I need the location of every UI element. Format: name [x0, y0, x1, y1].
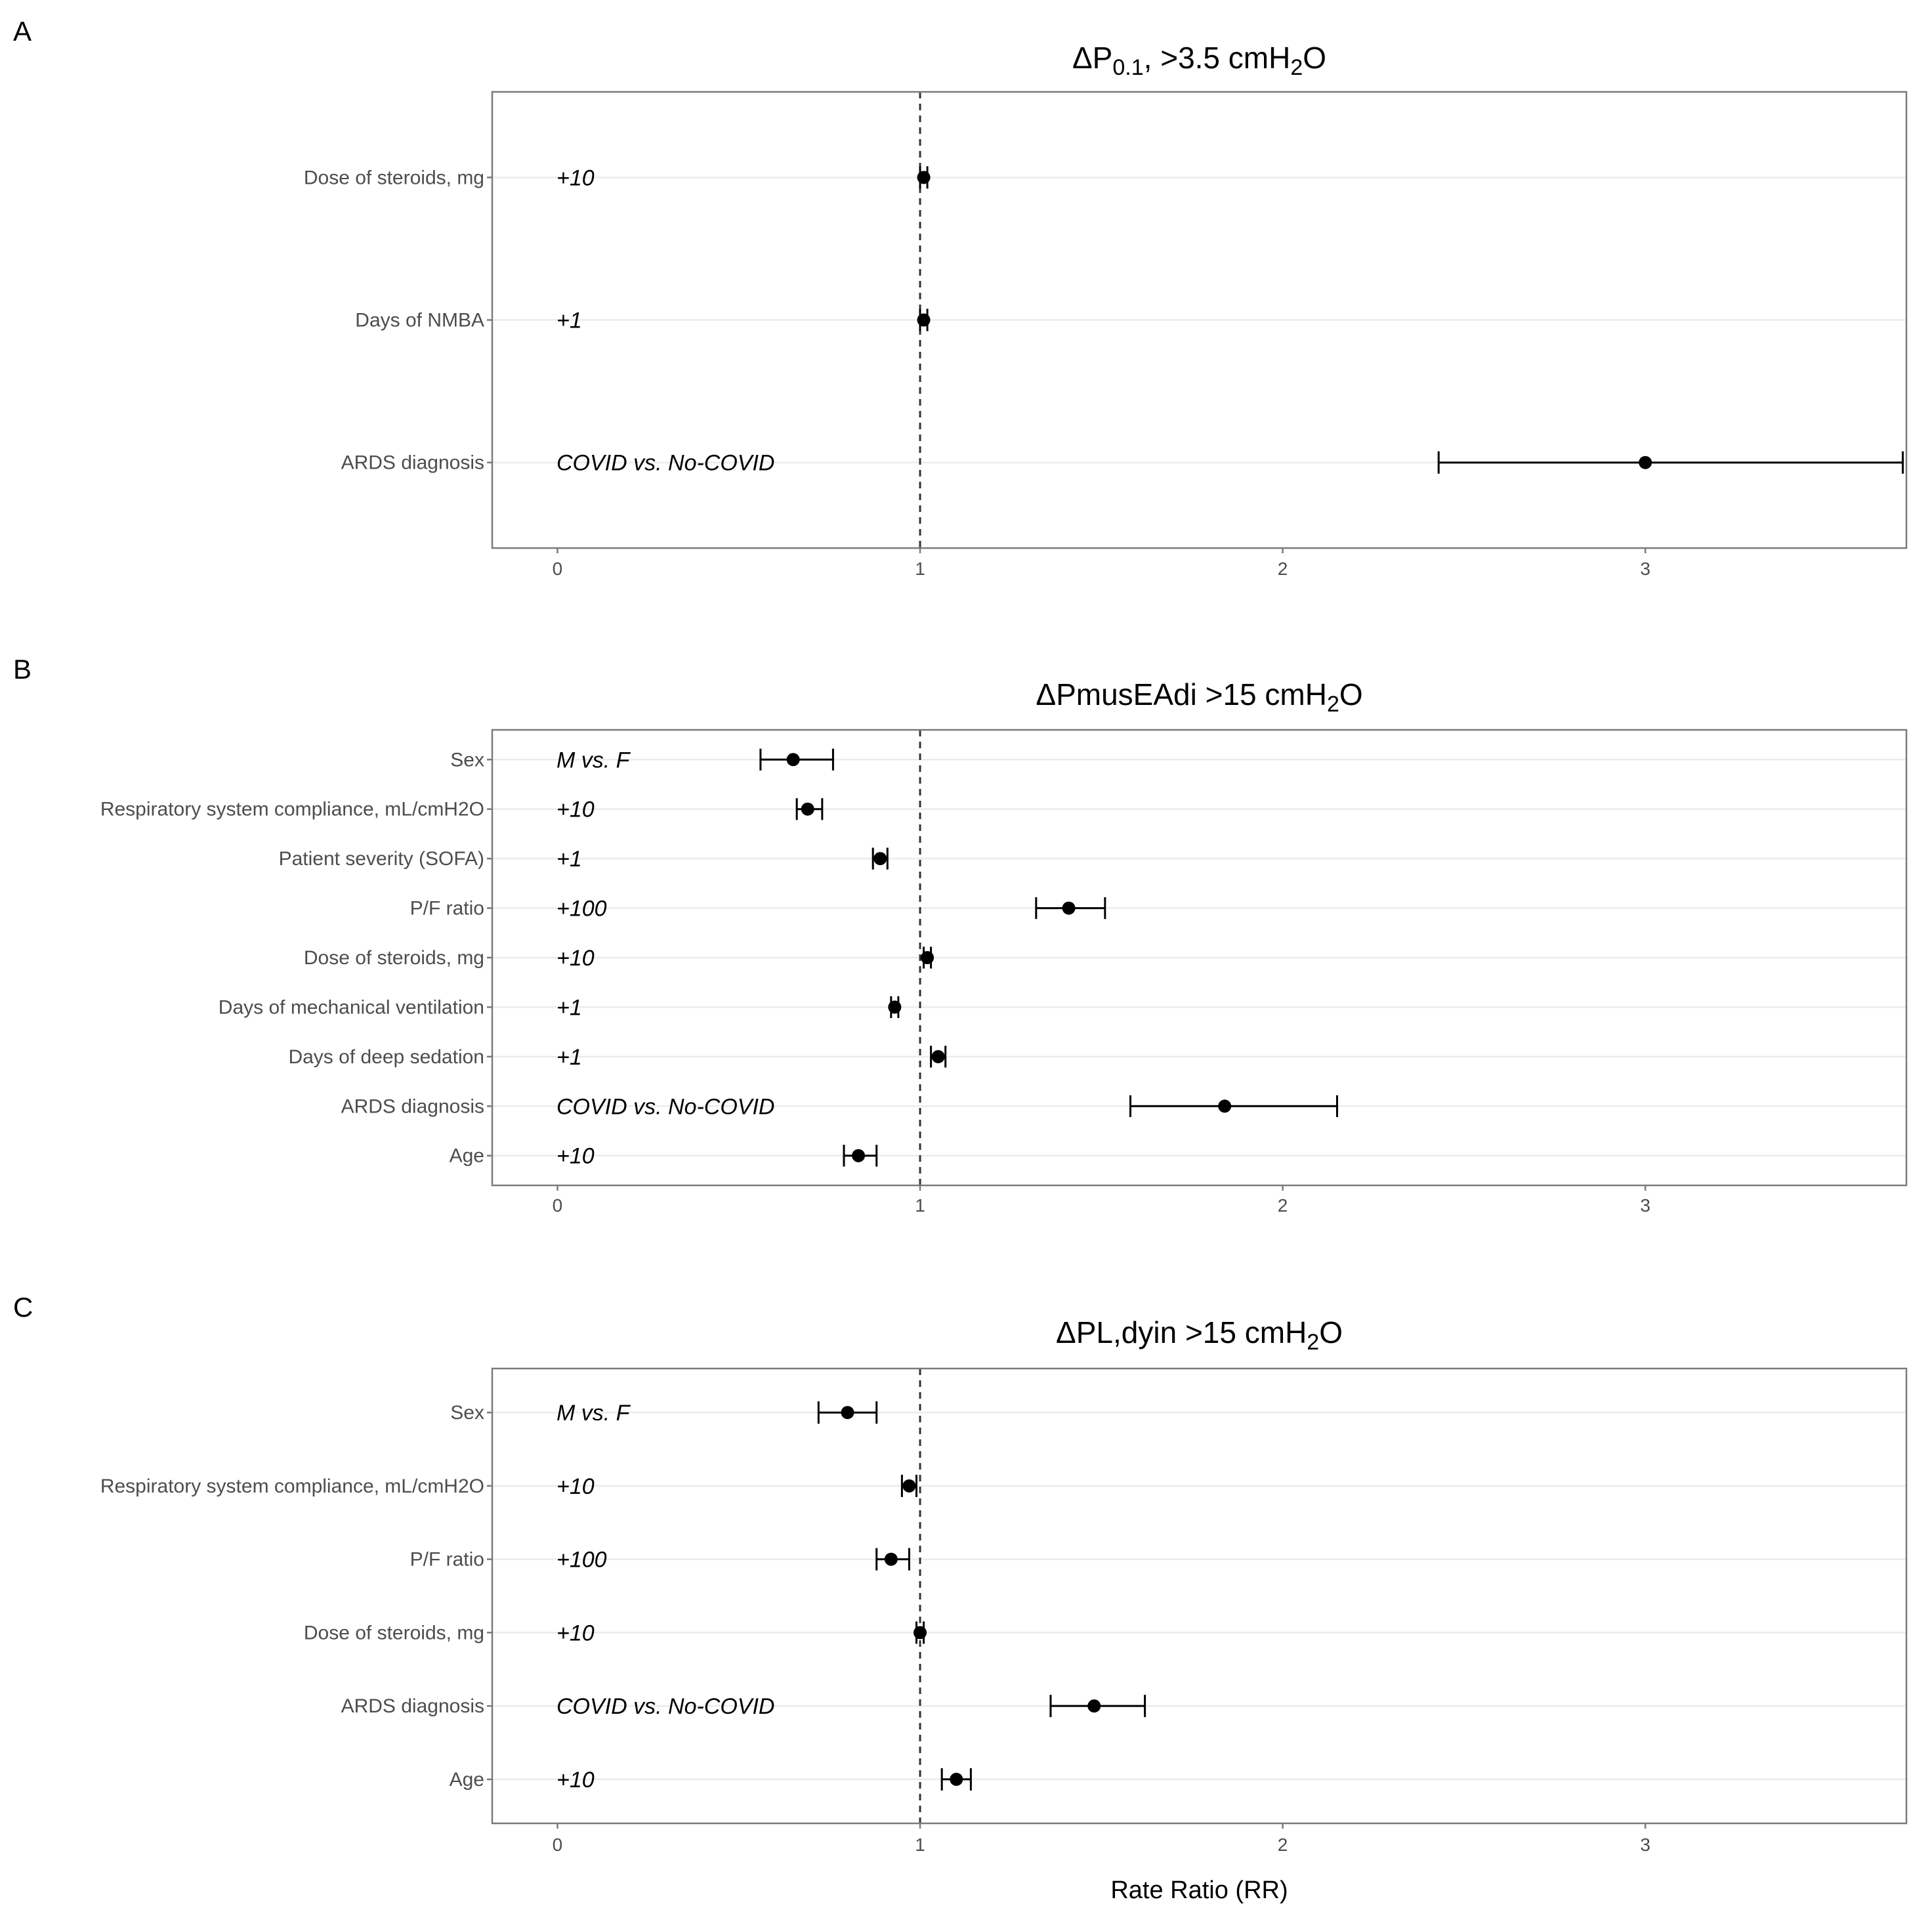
estimate-point — [888, 1000, 902, 1014]
estimate-point — [950, 1772, 963, 1786]
title-subscript: 2 — [1290, 55, 1303, 80]
row-annotation: +10 — [556, 1621, 595, 1645]
x-tick-label: 1 — [915, 1835, 925, 1855]
y-axis-label: P/F ratio — [410, 898, 484, 920]
y-axis-label: Days of deep sedation — [288, 1046, 484, 1068]
estimate-point — [786, 753, 800, 767]
title-text: ΔP — [1072, 41, 1112, 75]
x-tick-label: 0 — [553, 1835, 563, 1855]
row-annotation: +100 — [556, 1548, 607, 1573]
title-text: ΔPmusEAdi >15 cmH — [1036, 677, 1327, 711]
x-tick-label: 1 — [915, 559, 925, 579]
estimate-point — [921, 951, 934, 964]
y-axis-label: Respiratory system compliance, mL/cmH2O — [100, 1475, 484, 1497]
y-axis-label: Respiratory system compliance, mL/cmH2O — [100, 799, 484, 820]
y-axis-label: P/F ratio — [410, 1549, 484, 1571]
title-text: O — [1319, 1315, 1343, 1349]
x-tick-label: 0 — [553, 1195, 563, 1216]
row-annotation: M vs. F — [556, 1401, 631, 1426]
estimate-point — [852, 1149, 866, 1162]
y-axis-label: ARDS diagnosis — [341, 452, 484, 474]
panel-title: ΔPmusEAdi >15 cmH2O — [1036, 677, 1362, 717]
title-subscript: 2 — [1327, 692, 1339, 717]
title-text: O — [1303, 41, 1326, 75]
row-annotation: +10 — [556, 165, 595, 190]
y-axis-label: Dose of steroids, mg — [304, 1622, 484, 1644]
y-axis-label: Days of NMBA — [355, 310, 484, 331]
estimate-point — [917, 171, 931, 184]
estimate-point — [1087, 1699, 1101, 1713]
panel-letter: B — [13, 654, 32, 685]
x-tick-label: 2 — [1278, 1835, 1288, 1855]
row-annotation: +10 — [556, 946, 595, 971]
estimate-point — [931, 1050, 945, 1063]
x-tick-label: 3 — [1640, 559, 1650, 579]
y-axis-label: Sex — [450, 749, 484, 771]
title-subscript: 0.1 — [1112, 55, 1143, 80]
row-annotation: +1 — [556, 995, 582, 1020]
x-tick-label: 3 — [1640, 1835, 1650, 1855]
y-axis-label: Sex — [450, 1402, 484, 1424]
x-tick-label: 1 — [915, 1195, 925, 1216]
x-tick-label: 2 — [1278, 559, 1288, 579]
y-axis-label: Age — [450, 1769, 484, 1791]
x-axis-label: Rate Ratio (RR) — [1110, 1877, 1288, 1904]
row-annotation: +10 — [556, 1474, 595, 1499]
row-annotation: +1 — [556, 1045, 582, 1070]
panel-title: ΔPL,dyin >15 cmH2O — [1056, 1315, 1343, 1355]
panel-letter: A — [13, 16, 32, 47]
y-axis-label: Days of mechanical ventilation — [219, 996, 484, 1018]
y-axis-label: ARDS diagnosis — [341, 1095, 484, 1117]
estimate-point — [914, 1626, 927, 1640]
estimate-point — [873, 852, 887, 866]
plot-frame — [491, 1367, 1908, 1825]
row-annotation: M vs. F — [556, 748, 631, 773]
estimate-point — [884, 1552, 898, 1566]
row-annotation: +10 — [556, 1768, 595, 1793]
estimate-point — [841, 1406, 854, 1420]
y-axis-label: Dose of steroids, mg — [304, 167, 484, 188]
title-text: O — [1339, 677, 1363, 711]
row-annotation: +1 — [556, 308, 582, 333]
estimate-point — [1062, 901, 1076, 915]
title-text: , >3.5 cmH — [1144, 41, 1291, 75]
row-annotation: COVID vs. No-COVID — [556, 1094, 774, 1119]
row-annotation: +100 — [556, 897, 607, 922]
estimate-point — [902, 1479, 916, 1493]
y-axis-label: Age — [450, 1145, 484, 1167]
row-annotation: COVID vs. No-COVID — [556, 1694, 774, 1719]
x-tick-label: 0 — [553, 559, 563, 579]
panel-title: ΔP0.1, >3.5 cmH2O — [1072, 41, 1326, 80]
title-subscript: 2 — [1307, 1330, 1319, 1355]
estimate-point — [1639, 456, 1652, 469]
y-axis-label: ARDS diagnosis — [341, 1695, 484, 1717]
estimate-point — [1218, 1099, 1232, 1113]
row-annotation: +10 — [556, 1144, 595, 1169]
panel-letter: C — [13, 1292, 33, 1323]
row-annotation: +1 — [556, 847, 582, 872]
y-axis-label: Patient severity (SOFA) — [279, 848, 484, 870]
title-text: ΔPL,dyin >15 cmH — [1056, 1315, 1307, 1349]
row-annotation: +10 — [556, 797, 595, 822]
x-tick-label: 3 — [1640, 1195, 1650, 1216]
estimate-point — [917, 313, 931, 327]
y-axis-label: Dose of steroids, mg — [304, 947, 484, 969]
estimate-point — [801, 802, 814, 816]
row-annotation: COVID vs. No-COVID — [556, 451, 774, 476]
x-tick-label: 2 — [1278, 1195, 1288, 1216]
